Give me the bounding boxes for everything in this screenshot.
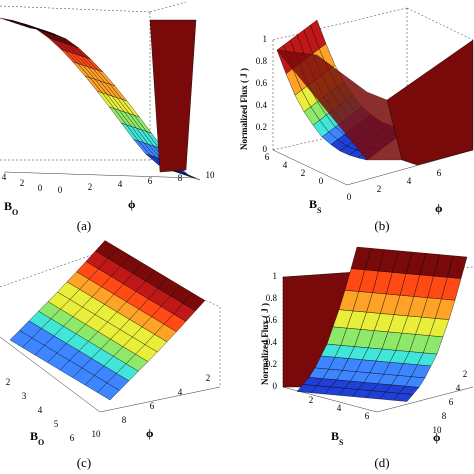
panel-a-wall-plane [149,19,197,173]
grid-line [376,386,474,413]
grid-line [272,149,348,186]
panel-a-x-tick: 2 [20,178,25,188]
panel-b-z-tick: 0 [263,144,268,154]
grid-line [272,7,408,41]
grid-line [346,149,474,186]
panel-b-z-tick: 0.8 [256,56,268,66]
panel-b-back-wall [276,39,474,166]
panel-b-x-tick: 6 [265,152,270,162]
panel-d-caption: (d) [374,455,390,470]
panel-c-ylabel: ϕ [146,426,154,440]
panel-d-x-tick: 2 [309,395,314,405]
panel-a-y-tick: 4 [118,179,123,189]
panel-a-x-tick: 4 [2,172,7,182]
panel-c-x-tick: 6 [70,433,75,443]
panel-a-y-tick: 10 [206,170,216,180]
grid-line [99,386,221,413]
panel-a-cell [0,17,18,23]
panel-b-z-tick: 0.2 [256,122,267,132]
panel-a-surface-plot: 4 2 0 0 2 4 6 8 10 BO ϕ [0,1,215,215]
panel-b-x-tick: 2 [301,168,306,178]
panel-a-back-wall [149,19,197,173]
panel-b-x-tick: 4 [283,160,288,170]
panel-c-y-tick: 10 [92,429,102,439]
panel-a-y-tick: 6 [148,176,153,186]
panel-b-ticks: 0 0.2 0.4 0.6 0.8 1 6 4 2 0 0 2 4 6 [256,34,442,202]
panel-c-cell [95,240,118,259]
panel-c-x-tick: 3 [22,391,27,401]
grid-line [406,7,474,41]
panel-a-x-tick: 0 [38,183,43,193]
panel-d-zlabel: Normalized Flux ( J ) [260,303,270,385]
panel-d-y-tick: 8 [442,411,447,421]
panel-b-y-tick: 0 [347,192,352,202]
panel-b-wall-left [276,49,403,161]
panel-c-y-tick: 6 [150,401,155,411]
panel-b-y-tick: 6 [437,168,442,178]
panel-a-xlabel: BO [4,199,18,215]
panel-b-xlabel: BS [309,197,322,215]
panel-b-ylabel: ϕ [435,201,443,215]
panel-c-x-tick: 5 [54,419,59,429]
panel-b-z-tick: 0.4 [256,100,268,110]
panel-c-y-tick: 4 [178,387,183,397]
panel-b-z-tick: 0.6 [256,78,268,88]
panel-d-z-tick: 0.4 [266,337,278,347]
panel-d-y-tick: 2 [463,369,468,379]
panel-c-surface [9,240,206,401]
grid-line [149,1,187,13]
panel-a-y-tick: 8 [178,173,183,183]
panel-d-y-tick: 6 [449,397,454,407]
panel-c-y-tick: 8 [122,415,127,425]
panel-b-y-tick: 2 [377,184,382,194]
panel-c-xlabel: BO [30,429,44,447]
panel-d-z-tick: 0.2 [266,359,277,369]
panel-c-ticks: 2 3 4 5 6 10 8 6 4 2 [6,373,211,443]
panel-d-cell [350,246,372,270]
panel-b-wall-plane [386,39,474,166]
panel-b-x-tick: 0 [319,176,324,186]
panel-c-caption: (c) [76,455,92,470]
panel-a-ylabel: ϕ [128,197,136,211]
grid-line [3,171,197,179]
panel-b-y-tick: 4 [407,176,412,186]
panel-d-xlabel: BS [331,429,344,447]
panel-d-z-tick: 0.8 [266,293,278,303]
panel-b-caption: (b) [374,218,390,233]
grid-line [0,5,151,13]
panel-d-z-tick: 1 [273,271,278,281]
panel-c-surface-plot: 2 3 4 5 6 10 8 6 4 2 BO ϕ [0,240,221,447]
panel-d-surface [282,246,468,402]
panel-d-z-tick: 0 [273,381,278,391]
panel-d-ylabel: ϕ [433,430,441,444]
panel-c-x-tick: 2 [6,377,11,387]
panel-d-y-tick: 4 [456,383,461,393]
panel-c-x-tick: 4 [38,405,43,415]
panel-d-z-tick: 0.6 [266,315,278,325]
panel-b-z-tick: 1 [263,34,268,44]
panel-d-y-tick: 10 [433,425,443,435]
panel-b-zlabel: Normalized Flux ( J ) [239,68,249,150]
panel-c-box-grid [0,251,221,413]
grid-line [0,336,101,413]
panel-a-y-tick: 2 [88,182,93,192]
grid-line [0,251,101,288]
panel-d-x-tick: 4 [337,403,342,413]
panel-a-y-tick: 0 [58,185,63,195]
panel-b-surface-plot: 0 0.2 0.4 0.6 0.8 1 6 4 2 0 0 2 4 6 Normalized Flux (… [239,7,474,215]
panel-c-y-tick: 2 [206,373,211,383]
panel-a-ticks: 4 2 0 0 2 4 6 8 10 [2,170,215,195]
panel-a-caption: (a) [76,218,92,233]
panel-d-x-tick: 6 [365,411,370,421]
